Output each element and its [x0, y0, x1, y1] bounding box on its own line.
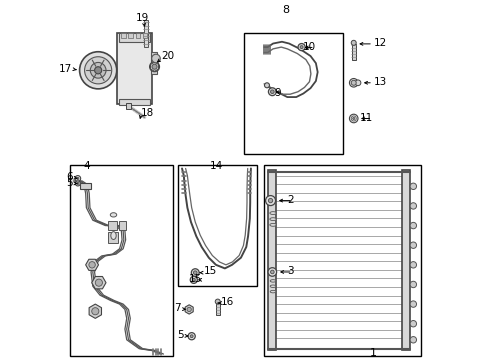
Text: 15: 15 [203, 266, 216, 276]
Text: 9: 9 [274, 88, 280, 98]
Ellipse shape [111, 231, 116, 239]
Bar [80, 183, 91, 189]
Bar [119, 33, 150, 42]
Bar [143, 20, 148, 47]
Circle shape [193, 271, 197, 274]
Circle shape [297, 44, 305, 51]
Circle shape [270, 90, 274, 94]
Circle shape [152, 64, 157, 69]
Circle shape [89, 262, 95, 268]
Text: 18: 18 [141, 108, 154, 118]
Circle shape [191, 269, 199, 276]
Text: 11: 11 [359, 113, 372, 123]
Circle shape [300, 46, 303, 49]
Bar [351, 44, 355, 60]
Circle shape [75, 181, 80, 186]
Bar [178, 165, 257, 286]
Circle shape [350, 116, 355, 121]
Text: 10: 10 [302, 42, 315, 52]
Text: 5: 5 [66, 178, 73, 188]
Bar [108, 232, 118, 243]
Circle shape [80, 52, 117, 89]
Circle shape [350, 40, 355, 45]
Circle shape [270, 270, 274, 274]
Bar [119, 99, 150, 105]
Circle shape [409, 222, 416, 229]
Text: 1: 1 [369, 348, 376, 358]
Circle shape [264, 83, 269, 88]
Circle shape [186, 307, 191, 312]
Circle shape [354, 80, 360, 86]
Circle shape [192, 278, 195, 281]
Circle shape [349, 114, 357, 123]
Text: 4: 4 [83, 161, 90, 171]
Text: 16: 16 [221, 297, 234, 307]
Bar [142, 33, 147, 38]
Text: 12: 12 [373, 38, 386, 48]
Circle shape [409, 242, 416, 248]
Circle shape [352, 117, 354, 120]
Text: 19: 19 [136, 13, 149, 23]
Text: 14: 14 [209, 161, 222, 171]
Text: 2: 2 [286, 195, 293, 205]
Circle shape [409, 320, 416, 327]
Circle shape [268, 88, 276, 96]
Bar [108, 221, 117, 230]
Circle shape [349, 78, 357, 87]
Bar [121, 33, 125, 38]
Bar [244, 33, 342, 154]
Circle shape [94, 67, 102, 74]
Bar [128, 33, 133, 38]
Circle shape [75, 176, 81, 181]
Circle shape [149, 62, 159, 72]
Text: 7: 7 [174, 303, 181, 313]
Bar [216, 302, 219, 315]
Circle shape [409, 203, 416, 209]
Circle shape [409, 281, 416, 288]
Circle shape [90, 62, 106, 78]
Ellipse shape [270, 291, 275, 293]
Bar [119, 221, 126, 230]
Text: 3: 3 [286, 266, 293, 276]
Circle shape [215, 299, 220, 304]
Circle shape [409, 301, 416, 307]
Circle shape [77, 183, 79, 185]
Circle shape [409, 337, 416, 343]
Bar [151, 53, 157, 74]
Circle shape [350, 80, 355, 85]
Bar [126, 103, 131, 109]
Bar [135, 33, 140, 38]
Text: 15: 15 [189, 274, 202, 284]
Circle shape [409, 262, 416, 268]
Circle shape [268, 198, 272, 203]
Bar [69, 165, 173, 356]
Circle shape [92, 308, 99, 315]
Circle shape [188, 333, 195, 340]
Circle shape [77, 177, 79, 180]
Text: 20: 20 [162, 51, 174, 61]
Ellipse shape [269, 218, 276, 221]
Bar [401, 170, 409, 351]
Circle shape [151, 54, 160, 63]
Ellipse shape [269, 212, 276, 215]
Bar [117, 33, 152, 104]
Ellipse shape [270, 285, 275, 288]
Ellipse shape [269, 224, 276, 226]
Circle shape [95, 279, 102, 286]
Text: 6: 6 [66, 172, 73, 182]
Text: 13: 13 [373, 77, 386, 87]
Circle shape [84, 57, 111, 84]
Text: 17: 17 [59, 63, 72, 73]
Bar [264, 165, 420, 356]
Circle shape [190, 276, 197, 283]
Ellipse shape [110, 213, 117, 217]
Text: 8: 8 [282, 5, 288, 15]
Ellipse shape [270, 280, 275, 282]
Circle shape [409, 183, 416, 189]
Circle shape [265, 195, 275, 206]
Circle shape [267, 268, 276, 276]
Circle shape [190, 335, 193, 338]
Bar [267, 170, 275, 351]
Text: 5: 5 [177, 330, 183, 340]
